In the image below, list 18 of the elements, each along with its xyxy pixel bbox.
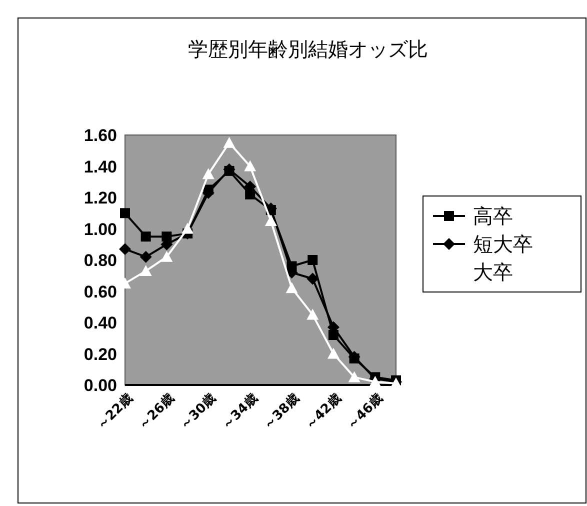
y-tick-label: 1.60 xyxy=(84,126,117,145)
chart-title: 学歴別年齢別結婚オッズ比 xyxy=(188,37,428,61)
x-tick-label: ～42歳 xyxy=(302,391,344,434)
x-tick-label: ～30歳 xyxy=(177,391,220,434)
x-tick-label: ～34歳 xyxy=(219,391,261,434)
x-tick-label: ～26歳 xyxy=(136,391,178,434)
legend-label: 短大卒 xyxy=(473,232,533,256)
y-tick-label: 0.20 xyxy=(84,344,117,364)
y-tick-label: 1.40 xyxy=(84,157,117,176)
y-tick-label: 1.20 xyxy=(84,188,117,208)
y-tick-label: 0.80 xyxy=(84,251,117,270)
x-tick-label: ～46歳 xyxy=(344,391,386,434)
y-tick-label: 0.40 xyxy=(84,314,117,332)
y-tick-label: 1.00 xyxy=(84,220,117,239)
text: 大卒 xyxy=(473,260,513,284)
x-tick-label: ～38歳 xyxy=(260,391,303,434)
legend-label: 高卒 xyxy=(473,204,513,228)
y-tick-label: 0.60 xyxy=(84,282,117,302)
